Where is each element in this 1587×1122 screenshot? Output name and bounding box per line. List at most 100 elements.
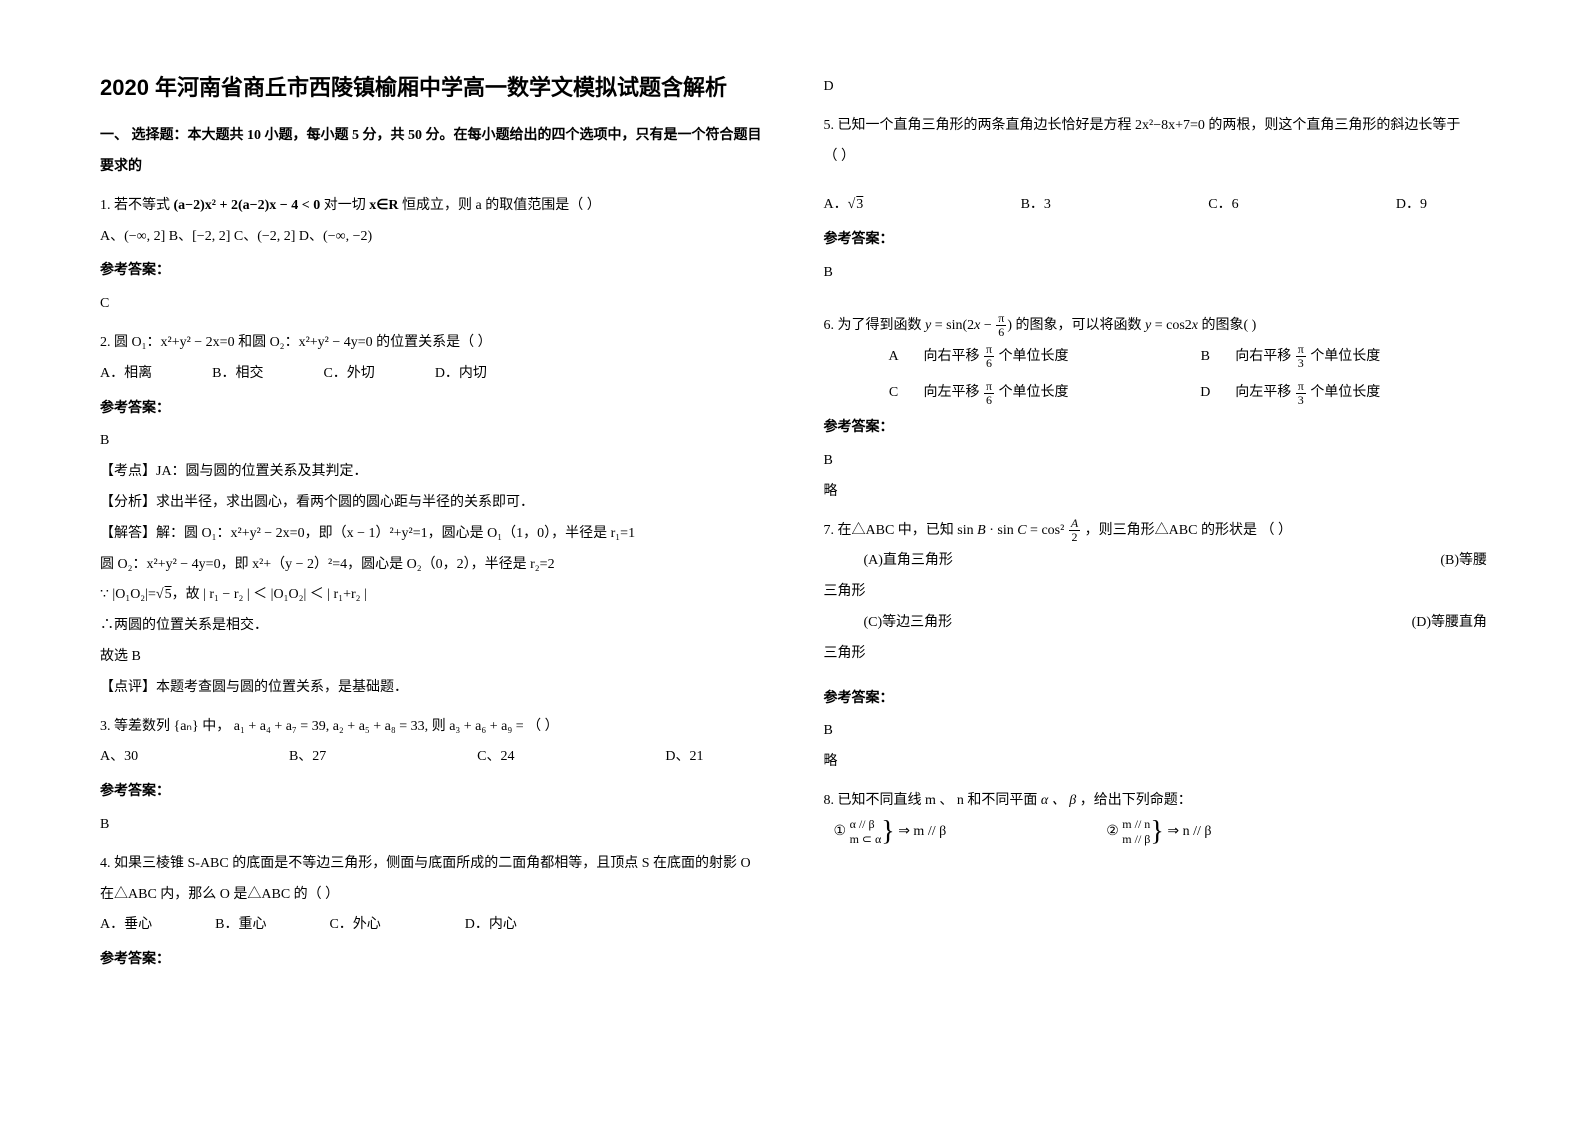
q3-ans: B [100, 810, 764, 841]
q3-opt-b: B、27 [289, 742, 326, 773]
q6-text-a: 6. 为了得到函数 [824, 318, 922, 333]
q1-text-b: 对一切 [324, 198, 366, 213]
q1-ans: C [100, 289, 764, 320]
q2-options: A．相离 B．相交 C．外切 D．内切 [100, 359, 764, 390]
section-1-heading: 一、 选择题：本大题共 10 小题，每小题 5 分，共 50 分。在每小题给出的… [100, 121, 764, 183]
q2-expl-3: 圆 O₂：x²+y² − 4y=0，即 x²+（y − 2）²=4，圆心是 O₂… [100, 550, 764, 581]
q6-opt-d-lbl: D [1175, 378, 1235, 409]
question-2: 2. 圆 O₁：x²+y² − 2x=0 和圆 O₂：x²+y² − 4y=0 … [100, 328, 764, 359]
q8-props: ① α // βm ⊂ α} ⇒ m // β ② m // nm // β} … [834, 817, 1488, 848]
q8-ab: α 、 β [1041, 793, 1076, 808]
q2-opt-a: A．相离 [100, 359, 152, 390]
q6-opt-c: 向左平移 π6 个单位长度 [924, 378, 1176, 409]
q3-an: {aₙ} [174, 719, 199, 734]
question-8: 8. 已知不同直线 m 、 n 和不同平面 α 、 β ，给出下列命题： [824, 786, 1488, 817]
q3-tail: （ ） [527, 719, 559, 734]
q2-ans-label: 参考答案： [100, 394, 764, 425]
q8-p1b: m ⊂ α [850, 832, 882, 846]
q4-ans-label: 参考答案： [100, 945, 764, 976]
q6-ans: B [824, 446, 1488, 477]
q2-expl-6: 故选 B [100, 642, 764, 673]
q6-ans-label: 参考答案： [824, 413, 1488, 444]
q7-opts-row2: (C)等边三角形 (D)等腰直角 [824, 608, 1488, 639]
q8-circ1: ① [834, 824, 847, 839]
q5-opt-a: A．√3 [824, 190, 864, 221]
q6-brief: 略 [824, 477, 1488, 508]
question-7: 7. 在△ABC 中，已知 sin B · sin C = cos² A2 ，则… [824, 516, 1488, 547]
question-1: 1. 若不等式 (a−2)x² + 2(a−2)x − 4 < 0 对一切 x∈… [100, 191, 764, 222]
q6-opt-a-lbl: A [864, 342, 924, 373]
q8-p1r: ⇒ m // β [898, 824, 946, 839]
q2-expl-4: ∵ |O₁O₂|=√5，故 | r₁ − r₂ | ＜ |O₁O₂| ＜ | r… [100, 580, 764, 611]
q2-expl-7: 【点评】本题考查圆与圆的位置关系，是基础题． [100, 673, 764, 704]
q1-options: A、(−∞, 2] B、[−2, 2] C、(−2, 2] D、(−∞, −2) [100, 222, 764, 253]
q3-text-a: 3. 等差数列 [100, 719, 170, 734]
q8-prop-2: ② m // nm // β} ⇒ n // β [1106, 817, 1211, 848]
q5-ans: B [824, 258, 1488, 289]
q8-text-b: ，给出下列命题： [1080, 793, 1192, 808]
q7-opt-d-tail: 三角形 [824, 639, 1488, 670]
q3-options: A、30 B、27 C、24 D、21 [100, 742, 764, 773]
q7-opt-a: (A)直角三角形 [864, 546, 953, 577]
q6-opt-b: 向右平移 π3 个单位长度 [1235, 342, 1487, 373]
q1-ans-label: 参考答案： [100, 256, 764, 287]
q6-text-c: 的图象( ) [1201, 318, 1256, 333]
q6-opt-a: 向右平移 π6 个单位长度 [924, 342, 1176, 373]
left-column: 2020 年河南省商丘市西陵镇榆厢中学高一数学文模拟试题含解析 一、 选择题：本… [100, 70, 764, 976]
q1-text-a: 1. 若不等式 [100, 198, 170, 213]
q1-text-c: 恒成立，则 a 的取值范围是（ ） [402, 198, 601, 213]
doc-title: 2020 年河南省商丘市西陵镇榆厢中学高一数学文模拟试题含解析 [100, 70, 764, 105]
q4-options: A．垂心 B．重心 C．外心 D．内心 [100, 910, 764, 941]
q2-opt-b: B．相交 [212, 359, 263, 390]
q2-expl-0: 【考点】JA：圆与圆的位置关系及其判定． [100, 457, 764, 488]
q8-p2r: ⇒ n // β [1167, 824, 1211, 839]
q2-opt-d: D．内切 [435, 359, 487, 390]
q7-opt-c: (C)等边三角形 [864, 608, 953, 639]
q7-brief: 略 [824, 747, 1488, 778]
q2-opt-c: C．外切 [323, 359, 374, 390]
q8-p2b: m // β [1122, 832, 1150, 846]
q3-opt-a: A、30 [100, 742, 138, 773]
q6-text-b: 的图象，可以将函数 [1015, 318, 1141, 333]
q8-p2a: m // n [1122, 817, 1150, 831]
q4-ans: D [824, 72, 1488, 103]
q5-opt-c: C．6 [1208, 190, 1238, 221]
q6-opt-b-lbl: B [1175, 342, 1235, 373]
question-3: 3. 等差数列 {aₙ} 中， a₁ + a₄ + a₇ = 39, a₂ + … [100, 712, 764, 743]
q3-ask: a₃ + a₆ + a₉ = [449, 719, 523, 734]
q7-text-b: ，则三角形△ABC 的形状是 （ ） [1085, 523, 1292, 538]
q7-opt-d: (D)等腰直角 [1412, 608, 1487, 639]
question-4: 4. 如果三棱锥 S-ABC 的底面是不等边三角形，侧面与底面所成的二面角都相等… [100, 849, 764, 911]
q5-blank: （ ） [824, 142, 1488, 173]
q7-ans: B [824, 716, 1488, 747]
q5-opt-d: D．9 [1396, 190, 1427, 221]
right-column: D 5. 已知一个直角三角形的两条直角边长恰好是方程 2x²−8x+7=0 的两… [824, 70, 1488, 976]
q7-opts-row1: (A)直角三角形 (B)等腰 [824, 546, 1488, 577]
q3-ans-label: 参考答案： [100, 777, 764, 808]
q7-ans-label: 参考答案： [824, 684, 1488, 715]
q6-opt-c-lbl: C [864, 378, 924, 409]
q8-p1a: α // β [850, 817, 882, 831]
q2-expl-1: 【分析】求出半径，求出圆心，看两个圆的圆心距与半径的关系即可． [100, 488, 764, 519]
q6-y1: y = sin(2x − π6) [925, 318, 1012, 333]
q1-expr: (a−2)x² + 2(a−2)x − 4 < 0 [174, 198, 321, 213]
q5-ans-label: 参考答案： [824, 225, 1488, 256]
q1-xr: x∈R [369, 198, 398, 213]
q3-text-b: 中， [202, 719, 230, 734]
q7-eq: sin B · sin C = cos² A2 [957, 523, 1081, 538]
q6-opt-d: 向左平移 π3 个单位长度 [1235, 378, 1487, 409]
q6-y2: y = cos2x [1145, 318, 1198, 333]
question-5: 5. 已知一个直角三角形的两条直角边长恰好是方程 2x²−8x+7=0 的两根，… [824, 111, 1488, 142]
q7-opt-b: (B)等腰 [1440, 546, 1487, 577]
q7-opt-b-tail: 三角形 [824, 577, 1488, 608]
q5-options: A．√3 B．3 C．6 D．9 [824, 190, 1488, 221]
q8-circ2: ② [1106, 824, 1119, 839]
question-6: 6. 为了得到函数 y = sin(2x − π6) 的图象，可以将函数 y =… [824, 311, 1488, 342]
q5-opt-b: B．3 [1021, 190, 1051, 221]
q2-expl-2: 【解答】解：圆 O₁：x²+y² − 2x=0，即（x − 1）²+y²=1，圆… [100, 519, 764, 550]
q3-opt-d: D、21 [665, 742, 703, 773]
q3-cond: a₁ + a₄ + a₇ = 39, a₂ + a₅ + a₈ = 33, [234, 719, 428, 734]
q6-options: A 向右平移 π6 个单位长度 B 向右平移 π3 个单位长度 C 向左平移 π… [864, 342, 1488, 410]
q3-text-c: 则 [432, 719, 446, 734]
q2-ans: B [100, 426, 764, 457]
